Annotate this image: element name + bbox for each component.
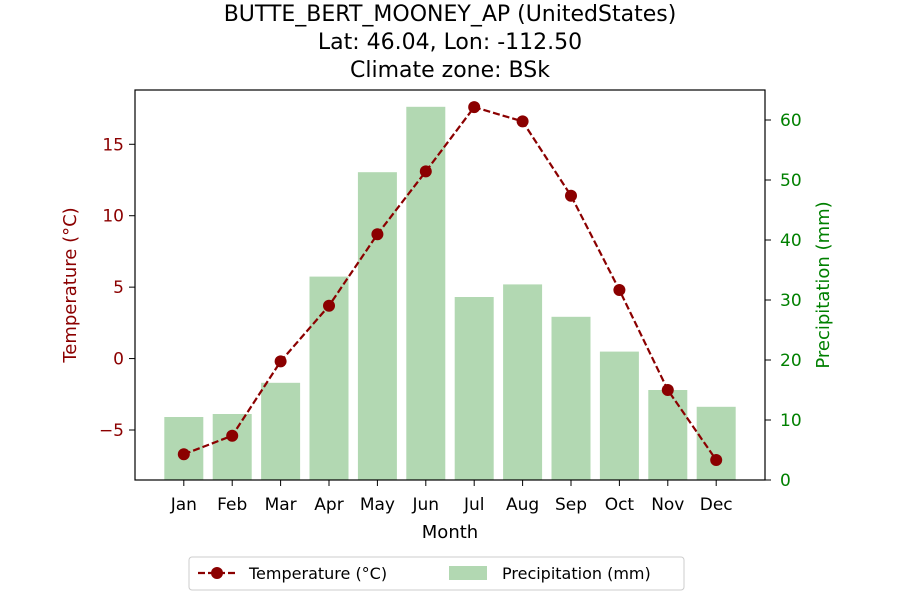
temperature-axis-ticks: −5 0 5 10 15 [99, 135, 135, 441]
temperature-axis-label: Temperature (°C) [60, 207, 81, 363]
precip-tick-label: 50 [780, 171, 802, 191]
month-tick-label-mar: Mar [265, 495, 297, 515]
temp-tick-label: 0 [113, 350, 124, 370]
precip-tick-label: 30 [780, 291, 802, 311]
legend-temperature-label: Temperature (°C) [248, 564, 387, 583]
temperature-series [177, 101, 723, 466]
precip-bar-jul [454, 297, 494, 480]
precip-tick-label: 10 [780, 411, 802, 431]
precip-bar-sep [551, 316, 591, 480]
temp-point-dec [710, 454, 723, 466]
precip-bar-dec [696, 406, 736, 480]
temperature-line [183, 105, 718, 461]
legend-box [188, 556, 685, 591]
precipitation-axis-label: Precipitation (mm) [813, 201, 834, 368]
temp-point-jul [468, 101, 481, 114]
temp-point-jun [419, 165, 432, 178]
temp-point-mar [274, 355, 287, 368]
month-tick-label-apr: Apr [314, 495, 343, 515]
precip-tick-label: 40 [780, 231, 802, 251]
precip-tick-label: 20 [780, 351, 802, 371]
month-tick-label-feb: Feb [217, 495, 247, 515]
precip-bar-may [357, 172, 397, 480]
month-tick-label-jun: Jun [412, 495, 440, 515]
plot-frame [134, 89, 766, 481]
chart-title-line-1: BUTTE_BERT_MOONEY_AP (UnitedStates) [224, 2, 677, 27]
precip-tick-label: 0 [780, 471, 791, 491]
month-axis-ticks: Jan Feb Mar Apr May Jun Jul Aug Sep Oct Nov Dec [170, 480, 733, 515]
month-tick-label-jul: Jul [463, 495, 485, 515]
legend-precipitation-swatch [449, 566, 487, 580]
precip-bar-feb [212, 414, 252, 480]
temp-point-may [371, 228, 384, 241]
precip-bar-jun [406, 106, 446, 481]
temp-tick-label: 10 [102, 207, 124, 227]
temp-point-oct [613, 284, 626, 296]
precip-bar-mar [261, 382, 301, 480]
temp-point-jan [177, 448, 190, 461]
temp-tick-label: −5 [99, 421, 124, 441]
precipitation-axis-ticks: 0 10 20 30 40 50 60 [765, 111, 802, 491]
precip-bar-oct [599, 351, 639, 480]
precip-bar-nov [648, 390, 688, 480]
month-tick-label-aug: Aug [506, 495, 539, 515]
temp-tick-label: 5 [113, 278, 124, 298]
chart-title-line-3: Climate zone: BSk [350, 58, 550, 83]
month-tick-label-jan: Jan [170, 495, 197, 515]
precip-tick-label: 60 [780, 111, 802, 131]
chart-title-line-2: Lat: 46.04, Lon: -112.50 [318, 30, 582, 55]
legend-temperature-marker [211, 567, 223, 579]
temp-point-aug [516, 115, 529, 128]
temp-point-feb [226, 429, 239, 442]
month-axis-label: Month [422, 522, 478, 543]
precipitation-bars [164, 106, 736, 481]
legend: Temperature (°C) Precipitation (mm) [188, 556, 685, 591]
temp-tick-label: 15 [102, 135, 124, 155]
precip-bar-aug [503, 284, 543, 480]
month-tick-label-may: May [360, 495, 395, 515]
month-tick-label-dec: Dec [700, 495, 733, 515]
month-tick-label-oct: Oct [605, 495, 635, 515]
temp-point-apr [323, 299, 336, 312]
temp-point-nov [661, 384, 674, 396]
temp-point-sep [564, 189, 577, 202]
month-tick-label-nov: Nov [651, 495, 684, 515]
month-tick-label-sep: Sep [555, 495, 587, 515]
legend-precipitation-label: Precipitation (mm) [502, 564, 651, 583]
